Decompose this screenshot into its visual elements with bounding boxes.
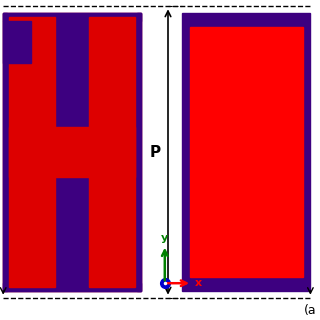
Bar	[54, 18, 76, 124]
Text: (a: (a	[304, 304, 317, 317]
Bar	[3, 13, 141, 21]
Text: y: y	[161, 233, 168, 244]
Bar	[7, 21, 49, 124]
Bar	[9, 127, 135, 177]
Bar	[3, 13, 141, 291]
Text: P: P	[150, 145, 161, 159]
Bar	[3, 13, 7, 291]
Bar	[182, 13, 310, 291]
Bar	[3, 21, 31, 63]
Bar	[89, 17, 135, 287]
Bar	[76, 21, 137, 124]
Bar	[137, 13, 141, 291]
Bar	[3, 13, 141, 291]
Bar	[9, 17, 55, 287]
Bar	[54, 188, 76, 286]
Text: x: x	[195, 278, 202, 288]
Bar	[3, 283, 141, 291]
Bar	[190, 27, 303, 277]
